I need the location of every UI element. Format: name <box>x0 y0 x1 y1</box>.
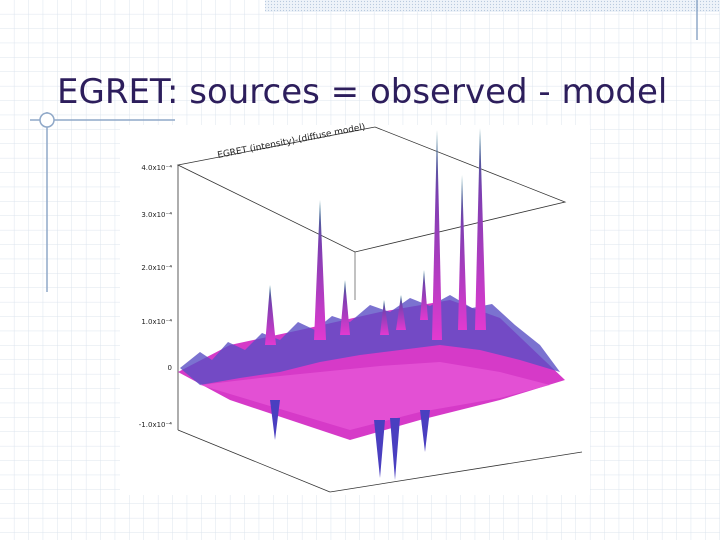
z-tick-label: 4.0x10⁻⁴ <box>141 164 172 172</box>
z-tick-label: -1.0x10⁻⁴ <box>139 421 172 429</box>
x-axis <box>177 429 331 493</box>
slide-title: EGRET: sources = observed - model <box>57 72 667 112</box>
z-tick-label: 1.0x10⁻⁴ <box>141 318 172 326</box>
surface-front <box>200 362 550 430</box>
y-axis <box>329 451 583 493</box>
neg-spikes <box>270 400 430 480</box>
spikes <box>265 128 486 345</box>
figure: EGRET (intensity)-(diffuse model) 4.0x10… <box>120 122 590 495</box>
z-tick-label: 2.0x10⁻⁴ <box>141 264 172 272</box>
z-tick-label: 3.0x10⁻⁴ <box>141 211 172 219</box>
top-band <box>265 0 720 12</box>
deco-circle <box>39 112 55 128</box>
figure-background <box>120 125 590 495</box>
plot-box-top <box>176 126 567 253</box>
z-tick-label: 0 <box>168 364 172 372</box>
